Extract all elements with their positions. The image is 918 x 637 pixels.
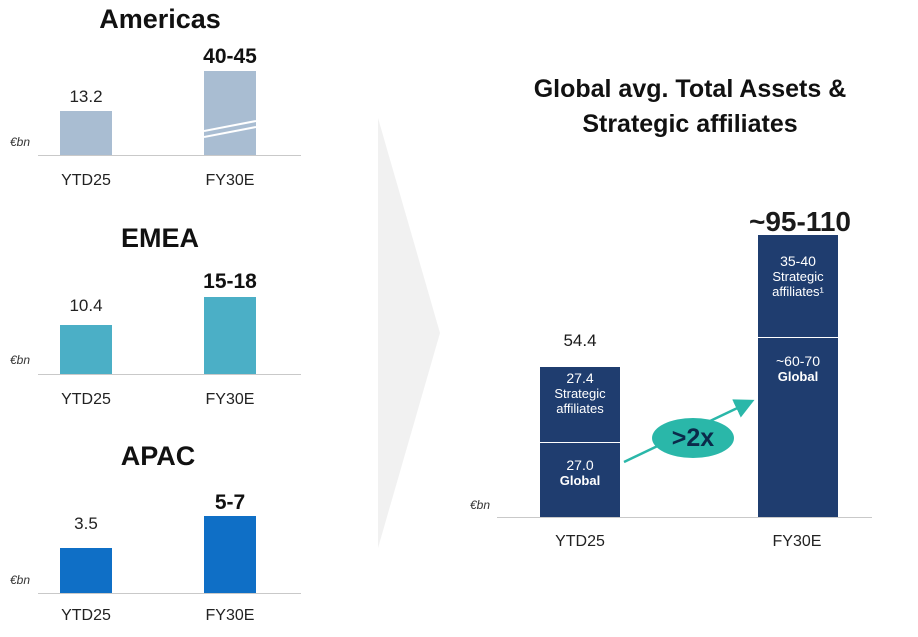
global-total-fy30e: ~95-110 [749, 206, 851, 237]
apac-cat-ytd25: YTD25 [61, 607, 111, 624]
apac-cat-fy30e: FY30E [205, 607, 255, 624]
ytd25-global-label: 27.0 Global [540, 456, 620, 488]
apac-ytd25-value: 3.5 [74, 514, 98, 533]
apac-fy30e-value: 5-7 [214, 491, 246, 514]
global-cat-ytd25: YTD25 [555, 533, 605, 550]
global-baseline [497, 517, 872, 518]
fy30e-global-label: ~60-70 Global [758, 353, 838, 385]
fy30e-affiliates-name: Strategic affiliates¹ [772, 269, 824, 300]
axis-break-icon [204, 120, 256, 138]
global-bar-ytd25-affiliates: 27.4 Strategic affiliates [540, 367, 620, 442]
americas-cat-ytd25: YTD25 [61, 172, 111, 189]
americas-bar-fy30e [204, 71, 256, 155]
global-chart-title: Global avg. Total Assets & Strategic aff… [480, 72, 900, 142]
chevron-divider-icon [378, 118, 440, 548]
americas-unit: €bn [10, 135, 31, 149]
americas-ytd25-value: 13.2 [69, 87, 103, 106]
ytd25-affiliates-label: 27.4 Strategic affiliates [540, 370, 620, 417]
americas-baseline [38, 155, 301, 156]
growth-multiple-badge: >2x [652, 418, 734, 458]
apac-bar-fy30e [204, 516, 256, 593]
americas-title: Americas [99, 4, 221, 34]
apac-baseline [38, 593, 301, 594]
fy30e-affiliates-value: 35-40 [780, 253, 816, 270]
fy30e-global-name: Global [777, 369, 819, 385]
ytd25-affiliates-name: Strategic affiliates [554, 386, 606, 417]
emea-unit: €bn [10, 353, 31, 367]
emea-title: EMEA [120, 223, 199, 253]
fy30e-affiliates-label: 35-40 Strategic affiliates¹ [758, 253, 838, 300]
global-title-line-2: Strategic affiliates [582, 110, 798, 138]
emea-ytd25-value: 10.4 [69, 296, 103, 315]
global-bar-fy30e-global: ~60-70 Global [758, 338, 838, 517]
global-total-ytd25: 54.4 [563, 331, 597, 350]
global-cat-fy30e: FY30E [772, 533, 822, 550]
global-title-line-1: Global avg. Total Assets & [533, 75, 847, 103]
global-unit: €bn [470, 498, 491, 512]
apac-title: APAC [120, 441, 196, 471]
ytd25-affiliates-value: 27.4 [566, 370, 594, 387]
emea-fy30e-value: 15-18 [203, 270, 257, 293]
fy30e-global-value: ~60-70 [776, 353, 820, 370]
ytd25-global-name: Global [559, 472, 601, 488]
americas-fy30e-value: 40-45 [203, 45, 257, 68]
emea-bar-ytd25 [60, 325, 112, 374]
emea-baseline [38, 374, 301, 375]
global-bar-ytd25-global: 27.0 Global [540, 442, 620, 517]
apac-bar-ytd25 [60, 548, 112, 593]
americas-cat-fy30e: FY30E [205, 172, 255, 189]
emea-cat-fy30e: FY30E [205, 391, 255, 408]
global-bar-fy30e-affiliates: 35-40 Strategic affiliates¹ [758, 235, 838, 338]
emea-cat-ytd25: YTD25 [61, 391, 111, 408]
americas-bar-ytd25 [60, 111, 112, 155]
ytd25-global-value: 27.0 [566, 456, 594, 473]
emea-bar-fy30e [204, 297, 256, 374]
apac-unit: €bn [10, 573, 31, 587]
